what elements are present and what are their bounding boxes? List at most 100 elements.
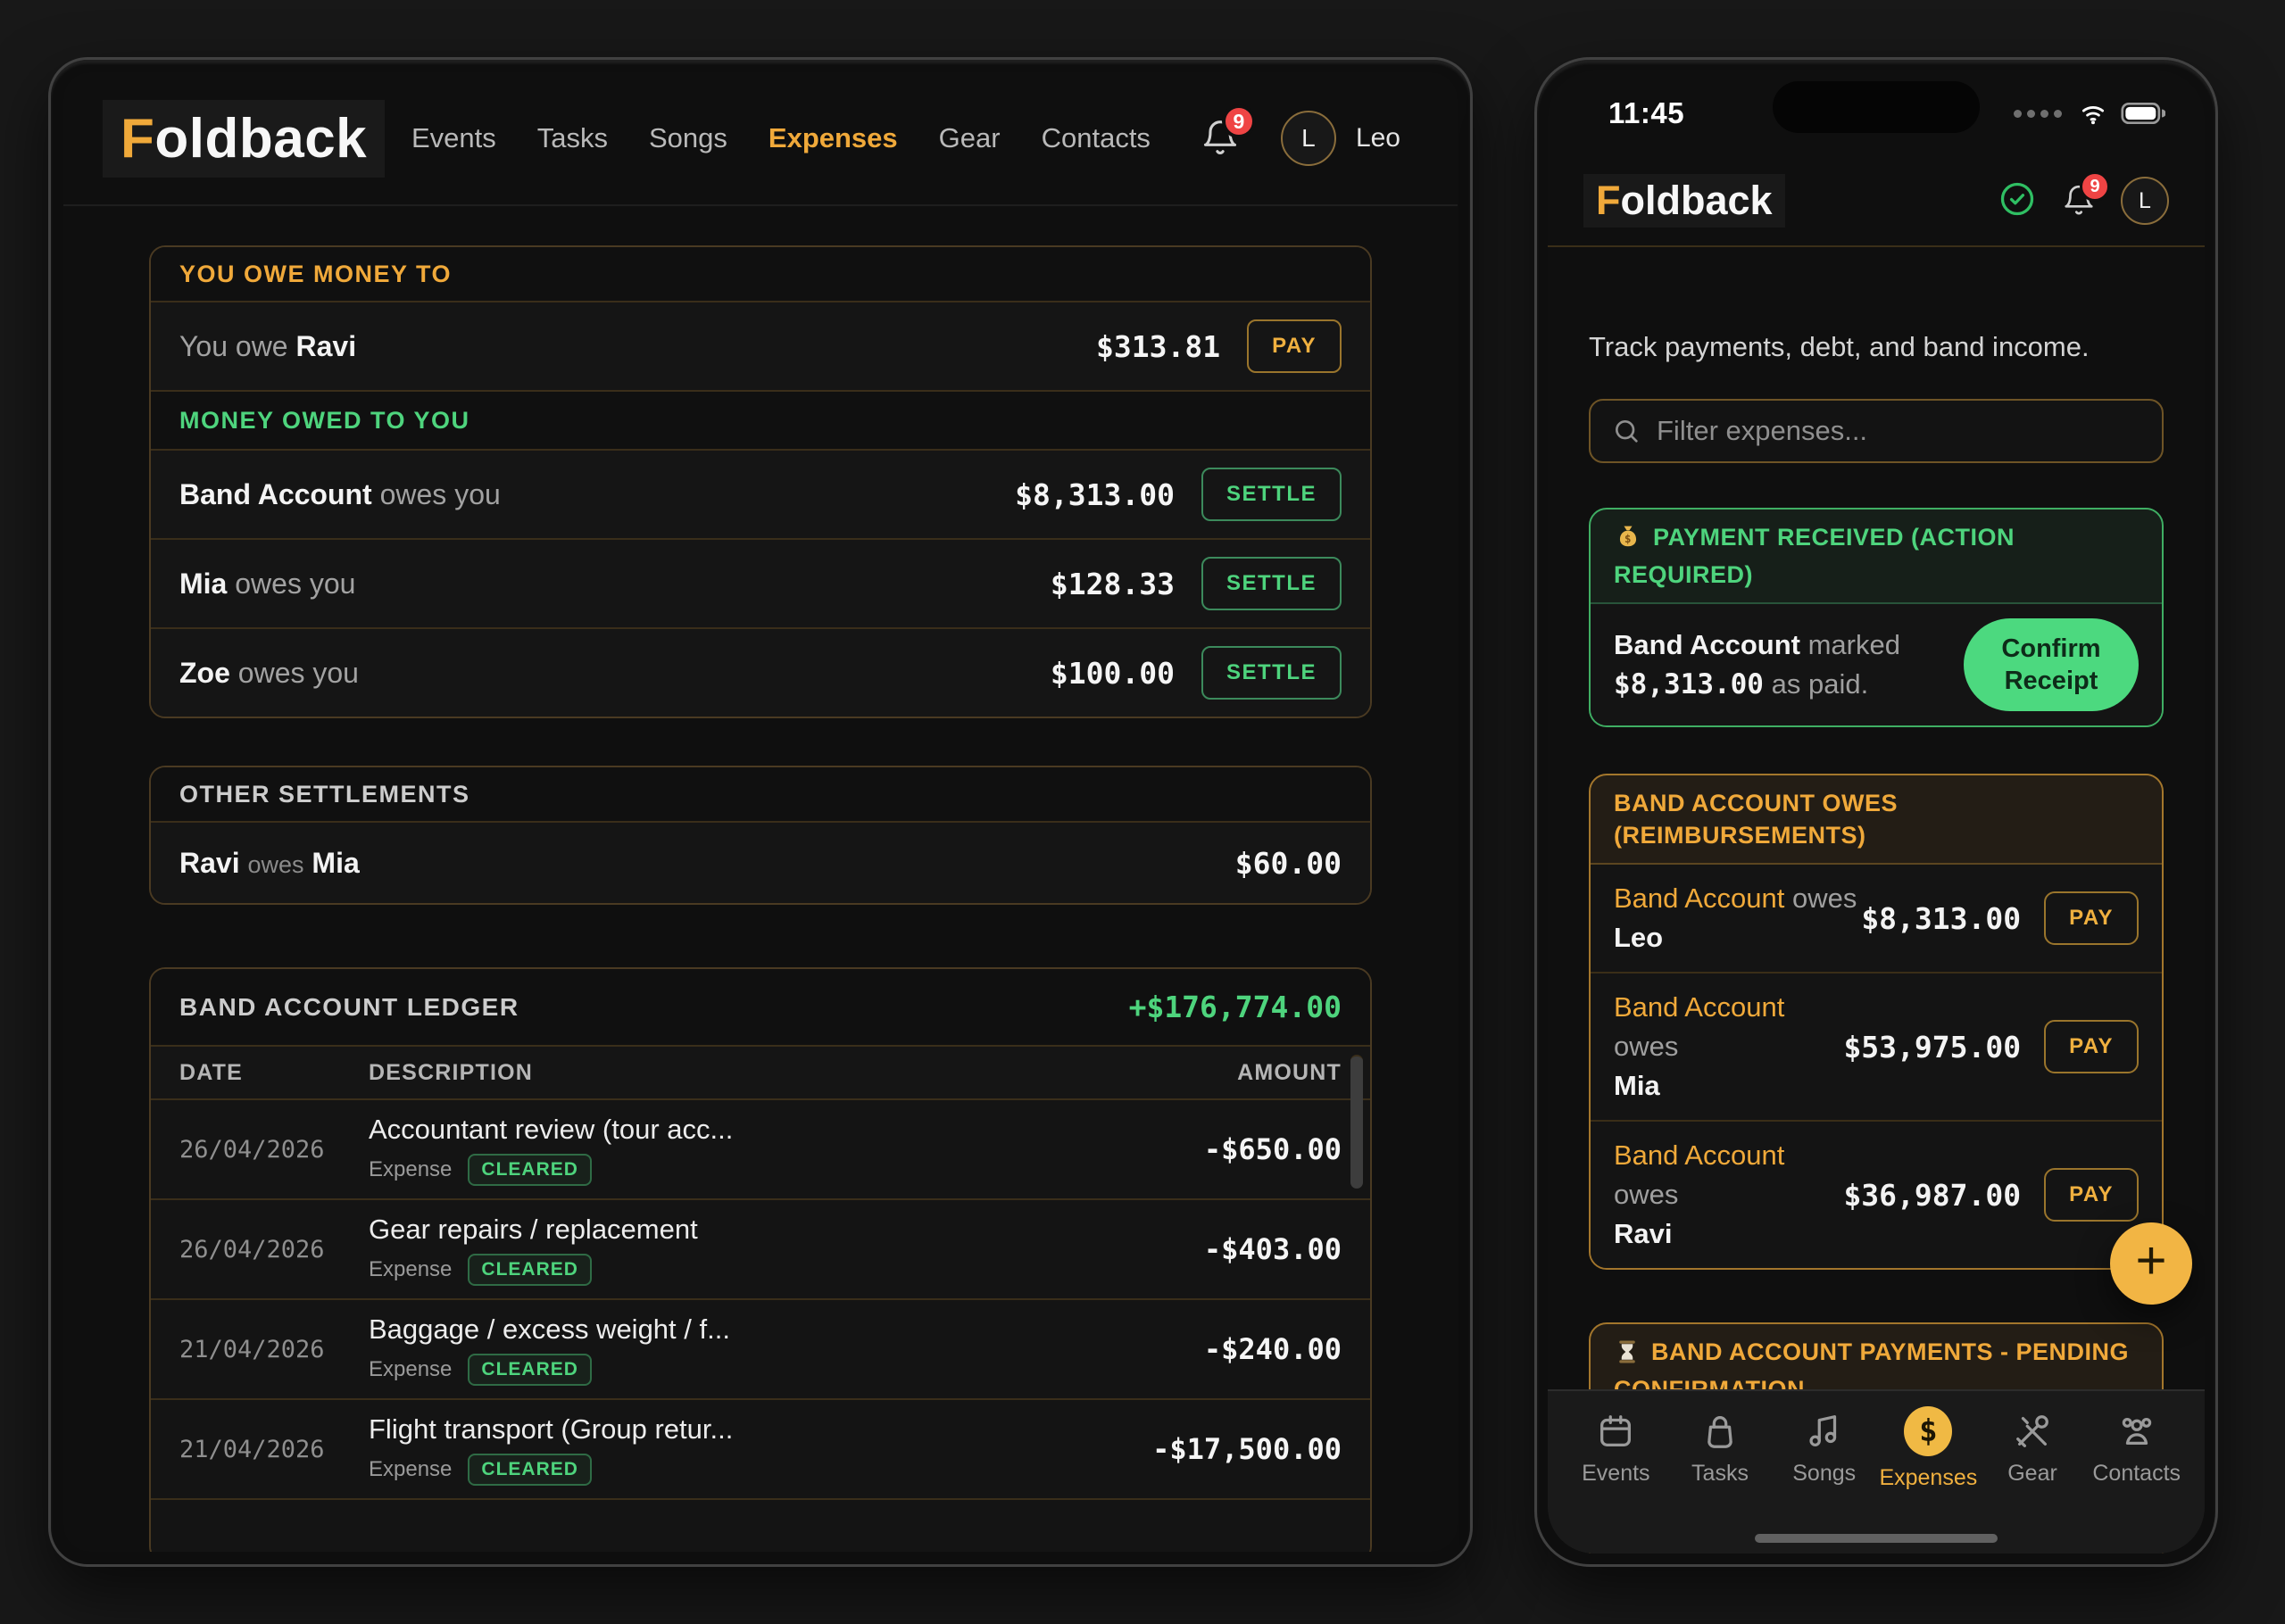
settlement-to: Mia: [312, 846, 360, 879]
ledger-description-title: Flight transport (Group retur...: [369, 1413, 734, 1445]
debt-amount: $313.81: [1096, 328, 1221, 364]
nav-item-songs[interactable]: Songs: [649, 122, 727, 153]
nav-item-tasks[interactable]: Tasks: [536, 122, 608, 153]
table-scrollbar[interactable]: [1350, 1055, 1363, 1189]
ledger-description-title: Baggage / excess weight / f...: [369, 1313, 730, 1345]
debt-row-label: You owe Ravi: [179, 330, 356, 363]
owed-to-you-header: MONEY OWED TO YOU: [151, 390, 1370, 449]
notification-badge: 9: [2080, 171, 2110, 202]
notifications-button[interactable]: 9: [1201, 104, 1256, 158]
tab-tasks[interactable]: Tasks: [1668, 1411, 1773, 1554]
confirm-receipt-button[interactable]: Confirm Receipt: [1964, 618, 2139, 711]
notifications-button[interactable]: 9: [2062, 171, 2110, 218]
owes-row-text: Band Account owes Ravi: [1614, 1136, 1843, 1254]
add-expense-fab[interactable]: +: [2110, 1222, 2192, 1305]
tab-songs[interactable]: Songs: [1772, 1411, 1876, 1554]
owed-row-label: Zoe owes you: [179, 657, 359, 690]
settle-button[interactable]: SETTLE: [1201, 646, 1342, 700]
debt-name: Ravi: [295, 329, 357, 362]
status-badge: CLEARED: [468, 1153, 592, 1186]
nav-item-expenses[interactable]: Expenses: [768, 122, 898, 153]
payment-received-card: $ PAYMENT RECEIVED (ACTION REQUIRED) Band…: [1589, 508, 2164, 727]
column-amount: AMOUNT: [1237, 1059, 1342, 1085]
payee-name: Leo: [1614, 922, 1664, 953]
tab-label: Events: [1582, 1461, 1650, 1486]
pay-button[interactable]: PAY: [2044, 1020, 2139, 1073]
ledger-description-title: Gear repairs / replacement: [369, 1213, 698, 1245]
ledger-header: BAND ACCOUNT LEDGER +$176,774.00: [151, 969, 1370, 1045]
owes-amount: $36,987.00: [1843, 1177, 2022, 1213]
status-time: 11:45: [1608, 96, 1685, 129]
phone-app-header: Foldback 9 L: [1548, 156, 2205, 247]
owes-row-text: Band Account owes Leo: [1614, 879, 1861, 957]
notch: [1773, 81, 1980, 133]
desktop-screen: Foldback Events Tasks Songs Expenses Gea…: [63, 72, 1458, 1552]
search-field[interactable]: [1589, 399, 2164, 463]
hourglass-icon: [1614, 1338, 1641, 1373]
status-badge: CLEARED: [468, 1353, 592, 1386]
you-owe-header: YOU OWE MONEY TO: [151, 247, 1370, 301]
pay-button[interactable]: PAY: [2044, 891, 2139, 945]
logo-rest: oldback: [154, 107, 368, 170]
debt-prefix: You owe: [179, 329, 288, 362]
settlement-verb: owes: [247, 850, 304, 878]
ledger-meta: Expense CLEARED: [369, 1453, 1126, 1486]
ledger-description-title: Accountant review (tour acc...: [369, 1113, 734, 1145]
ledger-column-headers: DATE DESCRIPTION AMOUNT: [151, 1045, 1370, 1098]
settle-button[interactable]: SETTLE: [1201, 557, 1342, 610]
pay-button[interactable]: PAY: [2044, 1168, 2139, 1222]
search-icon: [1616, 420, 1638, 443]
tab-contacts[interactable]: Contacts: [2084, 1411, 2189, 1554]
account-name: Band Account: [1614, 991, 1785, 1023]
home-indicator[interactable]: [1755, 1534, 1998, 1543]
account-name: Band Account: [1614, 1139, 1785, 1171]
owes-verb: owes: [1614, 1179, 1679, 1210]
money-bag-icon: $: [1614, 522, 1642, 559]
owed-row-label: Mia owes you: [179, 568, 355, 601]
owed-row-mia: Mia owes you $128.33 SETTLE: [151, 538, 1370, 627]
dollar-circle-icon: $: [1904, 1406, 1953, 1456]
app-logo[interactable]: Foldback: [103, 99, 386, 178]
nav-item-gear[interactable]: Gear: [938, 122, 1001, 153]
payment-verb: marked: [1807, 629, 1900, 660]
payee-name: Mia: [1614, 1070, 1660, 1101]
desktop-frame: Foldback Events Tasks Songs Expenses Gea…: [48, 57, 1473, 1567]
settle-button[interactable]: SETTLE: [1201, 468, 1342, 521]
tab-label: Songs: [1792, 1461, 1857, 1486]
nav-item-events[interactable]: Events: [411, 122, 496, 153]
avatar[interactable]: L: [1280, 111, 1336, 166]
music-note-icon: [1809, 1415, 1836, 1446]
sync-status-button[interactable]: [1998, 179, 2037, 223]
settlement-row: Ravi owes Mia $60.00: [151, 821, 1370, 903]
owed-amount: $128.33: [1050, 566, 1175, 601]
pay-button[interactable]: PAY: [1247, 319, 1342, 373]
tab-events[interactable]: Events: [1564, 1411, 1668, 1554]
settlements-header: OTHER SETTLEMENTS: [151, 767, 1370, 821]
ledger-description: Flight transport (Group retur... Expense…: [369, 1413, 1152, 1486]
bottom-tab-bar: Events Tasks Songs $ Expenses Gear: [1548, 1389, 2205, 1554]
tab-label: Tasks: [1691, 1461, 1749, 1486]
settlement-from: Ravi: [179, 846, 240, 879]
avatar[interactable]: L: [2121, 177, 2169, 225]
ledger-description: Baggage / excess weight / f... Expense CL…: [369, 1313, 1204, 1386]
app-logo[interactable]: Foldback: [1583, 174, 1785, 228]
debts-card: YOU OWE MONEY TO You owe Ravi $313.81 PA…: [149, 245, 1372, 718]
tab-expenses[interactable]: $ Expenses: [1876, 1406, 1981, 1554]
logo-accent-letter: F: [120, 107, 155, 170]
owed-row-band-account: Band Account owes you $8,313.00 SETTLE: [151, 449, 1370, 538]
nav-item-contacts[interactable]: Contacts: [1041, 122, 1151, 153]
ledger-type: Expense: [369, 1256, 453, 1281]
tab-gear[interactable]: Gear: [1981, 1411, 2085, 1554]
search-input[interactable]: [1657, 415, 2140, 447]
tools-icon: [2016, 1415, 2048, 1447]
owed-row-zoe: Zoe owes you $100.00 SETTLE: [151, 627, 1370, 717]
ledger-card: BAND ACCOUNT LEDGER +$176,774.00 DATE DE…: [149, 967, 1372, 1552]
ledger-amount: -$650.00: [1203, 1132, 1342, 1166]
owed-name: Band Account: [179, 477, 372, 510]
payee-name: Ravi: [1614, 1218, 1673, 1249]
ledger-row: 21/04/2026 Baggage / excess weight / f..…: [151, 1298, 1370, 1398]
status-bar: 11:45: [1548, 70, 2205, 156]
payment-received-header: $ PAYMENT RECEIVED (ACTION REQUIRED): [1591, 510, 2162, 604]
settlement-amount: $60.00: [1234, 845, 1342, 881]
main-nav: Events Tasks Songs Expenses Gear Contact…: [411, 122, 1151, 154]
